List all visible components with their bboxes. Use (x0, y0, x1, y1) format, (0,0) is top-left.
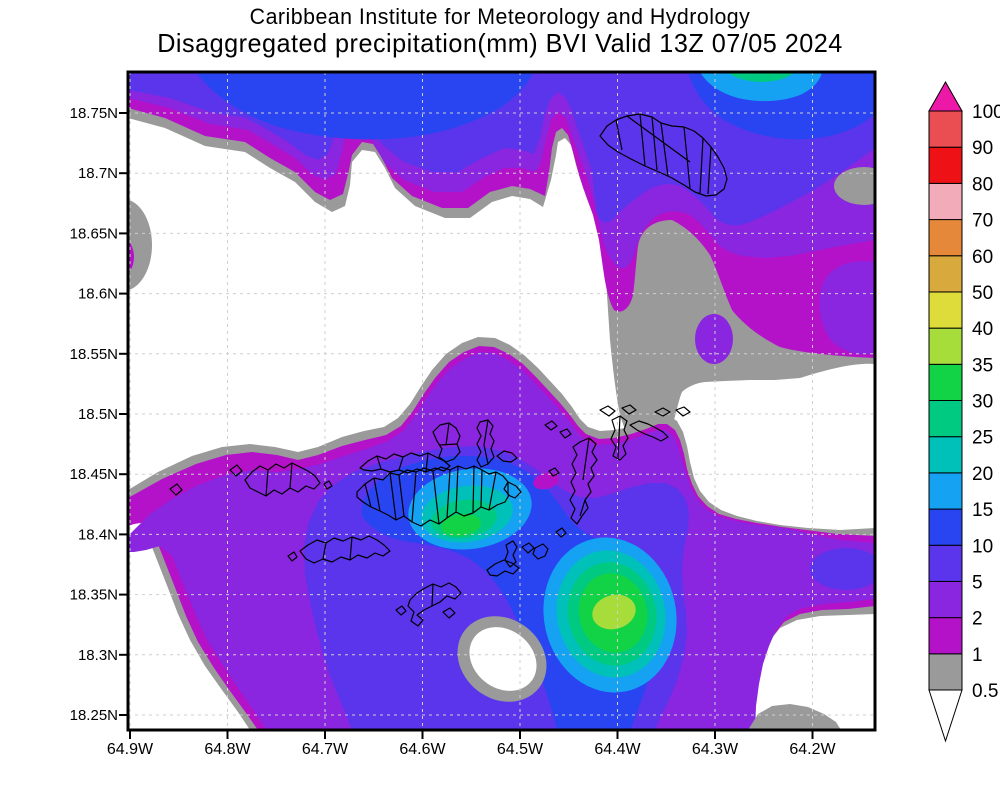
axis-ticks (119, 112, 814, 739)
y-tick-label: 18.55N (70, 346, 118, 363)
colorbar-segment-70-80 (928, 182, 963, 221)
colorbar-segment-10-15 (928, 508, 963, 546)
y-tick-label: 18.25N (70, 707, 118, 724)
colorbar-boundary-label: 90 (972, 138, 993, 159)
colorbar-boundary-label: 25 (972, 428, 993, 449)
colorbar-boundary-label: 1 (972, 645, 983, 666)
colorbar-segment-60-70 (928, 219, 963, 257)
chart-title-line1: Caribbean Institute for Meteorology and … (249, 4, 751, 29)
colorbar-segment-5-10 (928, 544, 963, 582)
colorbar-boundary-label: 10 (972, 536, 993, 557)
island-outline (169, 464, 333, 496)
island-outline (356, 465, 510, 527)
contour-north-10mm-west (196, 72, 533, 140)
x-tick-label: 64.3W (692, 741, 739, 758)
colorbar-boundary-label: 40 (972, 319, 993, 340)
colorbar-segment-50-60 (928, 255, 963, 293)
y-tick-label: 18.6N (78, 286, 118, 303)
colorbar-boundary-label: 100 (972, 102, 1000, 123)
colorbar-boundary-label: 2 (972, 609, 983, 630)
axis-tick-labels: 64.9W 64.8W 64.7W 64.6W 64.5W 64.4W 64.3W 64.2W… (70, 105, 837, 758)
island-outline (544, 404, 691, 439)
colorbar-boundary-label: 30 (972, 392, 993, 413)
southeast-cell-35mm-core (592, 594, 636, 630)
colorbar-segment-80-90 (928, 146, 963, 184)
x-tick-label: 64.2W (789, 741, 836, 758)
island-outline (599, 113, 728, 197)
colorbar-segment-20-25 (928, 436, 963, 474)
x-tick-label: 64.4W (594, 741, 641, 758)
chart-title-line2: Disaggregated precipitation(mm) BVI Vali… (157, 28, 843, 58)
colorbar-segment-25-30 (928, 400, 963, 438)
island-outline (244, 462, 321, 497)
y-tick-label: 18.7N (78, 165, 118, 182)
island-outline (507, 481, 522, 499)
colorbar-over-arrow (928, 80, 963, 112)
tortola-cell-30mm-core (441, 513, 481, 537)
colorbar-segment-2-5 (928, 580, 963, 619)
y-tick-label: 18.5N (78, 406, 118, 423)
colorbar-boundary-label: 15 (972, 500, 993, 521)
x-tick-label: 64.8W (204, 741, 251, 758)
y-tick-label: 18.4N (78, 526, 118, 543)
x-tick-label: 64.6W (399, 741, 446, 758)
island-outline (548, 467, 567, 538)
contour-north-15mm-core (700, 72, 822, 102)
contour-gray-dip-right-edge (834, 167, 875, 205)
island-outline (486, 540, 549, 577)
island-outline (629, 420, 669, 442)
colorbar-segment-40-50 (928, 291, 963, 329)
colorbar-boundary-label: 35 (972, 355, 993, 376)
x-tick-label: 64.5W (497, 741, 544, 758)
colorbar-segment-90-100 (928, 110, 963, 148)
y-tick-label: 18.35N (70, 587, 118, 604)
plot-frame (126, 70, 877, 732)
colorbar-segment-15-20 (928, 472, 963, 510)
contour-bottom-right-gray-strip (748, 704, 841, 730)
colorbar-boundary-label: 70 (972, 211, 993, 232)
contour-bridge-2mm-spot (695, 314, 733, 364)
contour-right-edge-2mm-patch (819, 261, 875, 355)
colorbar-boundary-label: 80 (972, 174, 993, 195)
colorbar-segment-30-35 (928, 363, 963, 401)
colorbar-segment-1-2 (928, 617, 963, 655)
island-outline (432, 422, 461, 463)
colorbar-boundary-label: 60 (972, 247, 993, 268)
colorbar-boundary-label: 0.5 (972, 681, 998, 702)
island-outline (287, 535, 391, 564)
island-outline (569, 437, 598, 525)
colorbar-segment-35-40 (928, 327, 963, 365)
island-outline (395, 582, 462, 627)
colorbar-boundary-label: 20 (972, 464, 993, 485)
contour-tongue-5mm (810, 548, 875, 590)
colorbar-boundary-label: 5 (972, 572, 983, 593)
contour-field (128, 72, 875, 730)
island-outline (610, 415, 629, 461)
colorbar-segment-0.5-1 (928, 653, 963, 691)
island-outline (496, 450, 518, 463)
island-outline (476, 419, 495, 468)
colorbar-boundary-label: 50 (972, 283, 993, 304)
y-tick-label: 18.65N (70, 225, 118, 242)
y-tick-label: 18.75N (70, 105, 118, 122)
island-outlines (169, 113, 728, 627)
contour-left-blob-gray (128, 199, 152, 291)
y-tick-label: 18.3N (78, 647, 118, 664)
island-outline (359, 452, 451, 474)
x-tick-label: 64.9W (107, 741, 154, 758)
x-tick-label: 64.7W (302, 741, 349, 758)
colorbar-under-arrow (928, 689, 963, 743)
contour-1mm-spot-roadtown (533, 472, 559, 490)
y-tick-label: 18.45N (70, 466, 118, 483)
contour-north-25mm-core (727, 72, 794, 82)
